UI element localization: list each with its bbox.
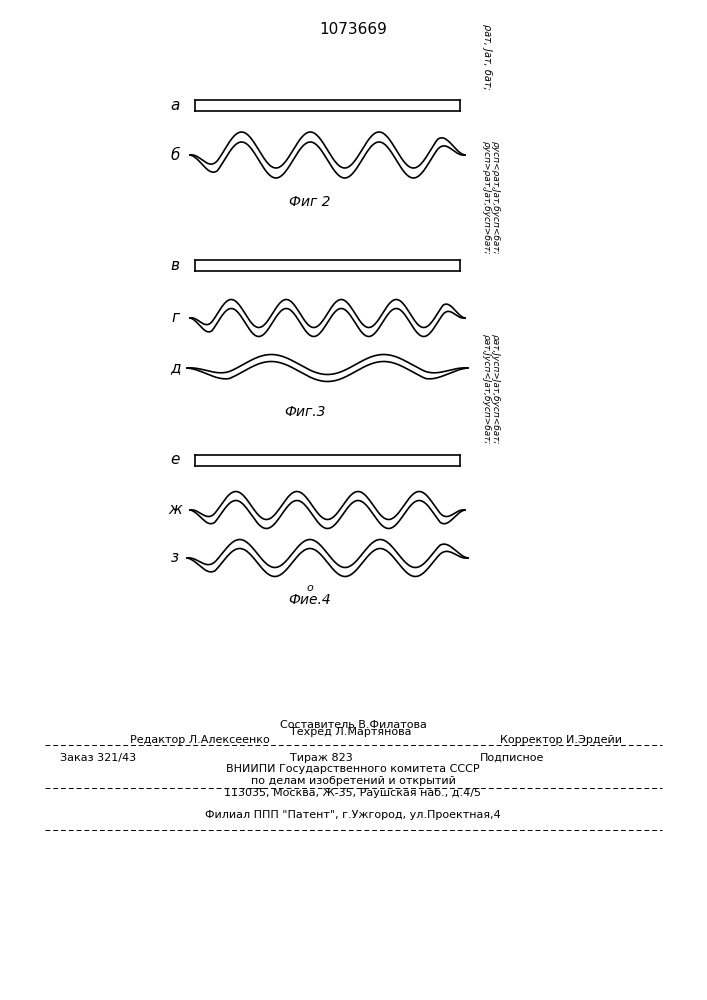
- Text: ρат,Jусп<Jат,бусп>бат;: ρат,Jусп<Jат,бусп>бат;: [482, 334, 491, 445]
- Text: б: б: [170, 147, 180, 162]
- Text: 1073669: 1073669: [319, 22, 387, 37]
- Text: Редактор Л.Алексеенко: Редактор Л.Алексеенко: [130, 735, 270, 745]
- Text: по делам изобретений и открытий: по делам изобретений и открытий: [250, 776, 455, 786]
- Text: Филиал ППП "Патент", г.Ужгород, ул.Проектная,4: Филиал ППП "Патент", г.Ужгород, ул.Проек…: [205, 810, 501, 820]
- Text: Фие.4: Фие.4: [288, 593, 332, 607]
- Text: Фиг.3: Фиг.3: [284, 405, 326, 419]
- Text: г: г: [171, 310, 179, 326]
- Text: а: а: [170, 98, 180, 112]
- Text: ρат, Jат, бат;: ρат, Jат, бат;: [482, 24, 492, 90]
- Text: в: в: [170, 257, 180, 272]
- Text: д: д: [170, 360, 180, 375]
- Text: Составитель В.Филатова: Составитель В.Филатова: [279, 720, 426, 730]
- Text: Техред Л.Мартянова: Техред Л.Мартянова: [290, 727, 411, 737]
- Text: ж: ж: [168, 502, 182, 518]
- Text: з: з: [171, 550, 179, 566]
- Text: ρусп>ρат,Jат,бусп>бат;: ρусп>ρат,Jат,бусп>бат;: [482, 141, 491, 255]
- Text: Фиг 2: Фиг 2: [289, 195, 331, 209]
- Text: ρусп<ρат,Jат,бусп<бат;: ρусп<ρат,Jат,бусп<бат;: [491, 141, 500, 255]
- Text: ρат,Jусп>Jат,бусп<бат;: ρат,Jусп>Jат,бусп<бат;: [491, 334, 500, 445]
- Text: Подписное: Подписное: [480, 753, 544, 763]
- Text: е: е: [170, 452, 180, 468]
- Text: Тираж 823: Тираж 823: [290, 753, 353, 763]
- Text: о: о: [307, 583, 313, 593]
- Text: Корректор И.Эрдейи: Корректор И.Эрдейи: [500, 735, 622, 745]
- Text: Заказ 321/43: Заказ 321/43: [60, 753, 136, 763]
- Text: 113035, Москва, Ж-35, Раушская наб., д.4/5: 113035, Москва, Ж-35, Раушская наб., д.4…: [225, 788, 481, 798]
- Text: ВНИИПИ Государственного комитета СССР: ВНИИПИ Государственного комитета СССР: [226, 764, 480, 774]
